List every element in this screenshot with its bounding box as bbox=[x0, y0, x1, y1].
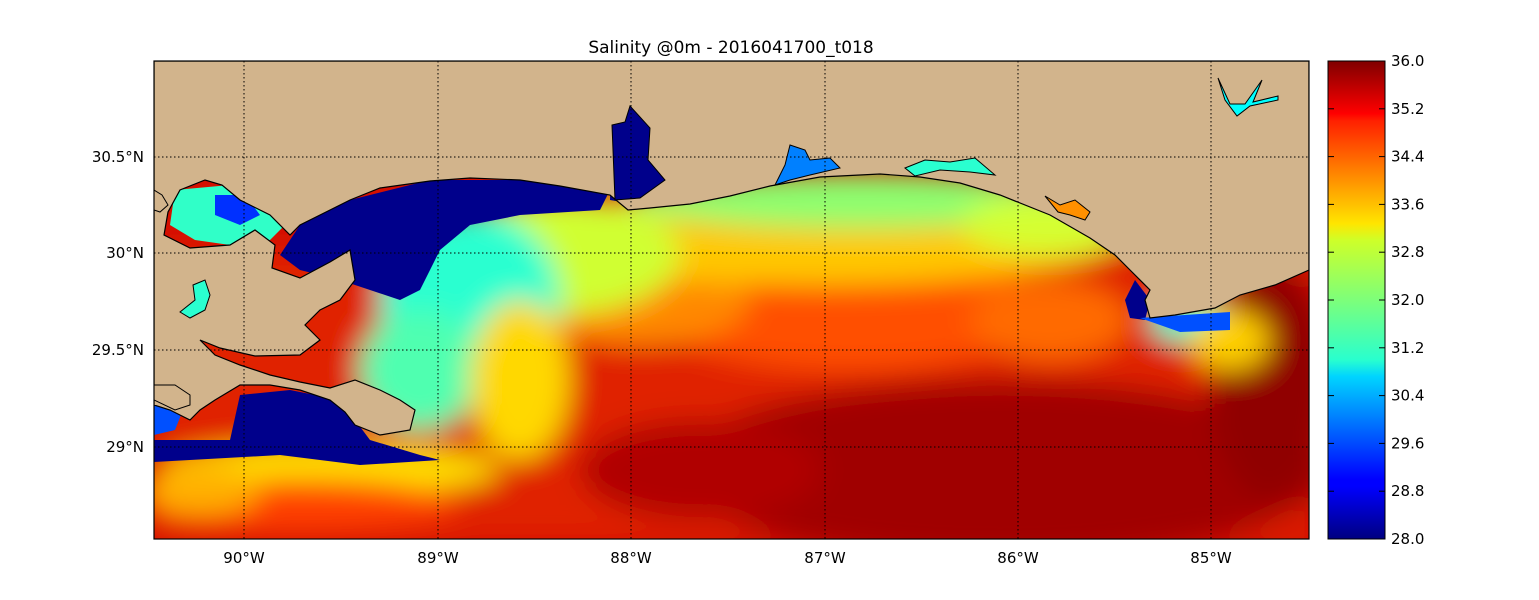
map-title: Salinity @0m - 2016041700_t018 bbox=[588, 38, 873, 58]
colorbar-tick-labels: 28.0 28.8 29.6 30.4 31.2 32.0 32.8 33.6 34.4 35.2… bbox=[1391, 52, 1424, 548]
bay bbox=[1044, 195, 1091, 221]
y-tick-labels: 29°N 29.5°N 30°N 30.5°N bbox=[92, 148, 144, 456]
colorbar-tick-label: 34.4 bbox=[1391, 148, 1424, 166]
x-tick-label: 90°W bbox=[223, 549, 265, 567]
colorbar-tick-label: 29.6 bbox=[1391, 434, 1424, 452]
lake bbox=[1217, 77, 1279, 117]
x-tick-label: 85°W bbox=[1190, 549, 1232, 567]
colorbar-gradient bbox=[1327, 60, 1386, 540]
bay bbox=[904, 157, 997, 177]
x-tick-label: 88°W bbox=[610, 549, 652, 567]
bay bbox=[774, 144, 841, 186]
map-panel bbox=[154, 61, 1309, 539]
x-tick-label: 86°W bbox=[997, 549, 1039, 567]
x-tick-label: 87°W bbox=[804, 549, 846, 567]
colorbar: 28.0 28.8 29.6 30.4 31.2 32.0 32.8 33.6 34.4 35.2… bbox=[1327, 52, 1424, 548]
y-tick-label: 30.5°N bbox=[92, 148, 144, 166]
colorbar-tick-label: 30.4 bbox=[1391, 387, 1424, 405]
land-mass bbox=[154, 61, 1309, 436]
y-tick-label: 30°N bbox=[106, 244, 144, 262]
colorbar-tick-label: 35.2 bbox=[1391, 100, 1424, 118]
colorbar-tick-label: 32.0 bbox=[1391, 291, 1424, 309]
salinity-field bbox=[154, 172, 1309, 539]
x-tick-label: 89°W bbox=[417, 549, 459, 567]
colorbar-tick-label: 28.8 bbox=[1391, 482, 1424, 500]
land-islands bbox=[154, 189, 191, 411]
lake bbox=[179, 279, 211, 319]
colorbar-tick-label: 28.0 bbox=[1391, 530, 1424, 548]
y-tick-label: 29°N bbox=[106, 438, 144, 456]
map-frame bbox=[153, 60, 1310, 540]
colorbar-ticks bbox=[1328, 60, 1385, 540]
colorbar-tick-label: 32.8 bbox=[1391, 243, 1424, 261]
bay bbox=[611, 105, 666, 201]
colorbar-tick-label: 33.6 bbox=[1391, 195, 1424, 213]
graticule bbox=[154, 61, 1309, 539]
y-tick-label: 29.5°N bbox=[92, 341, 144, 359]
colorbar-tick-label: 31.2 bbox=[1391, 339, 1424, 357]
colorbar-tick-label: 36.0 bbox=[1391, 52, 1424, 70]
x-tick-labels: 90°W 89°W 88°W 87°W 86°W 85°W bbox=[223, 549, 1232, 567]
